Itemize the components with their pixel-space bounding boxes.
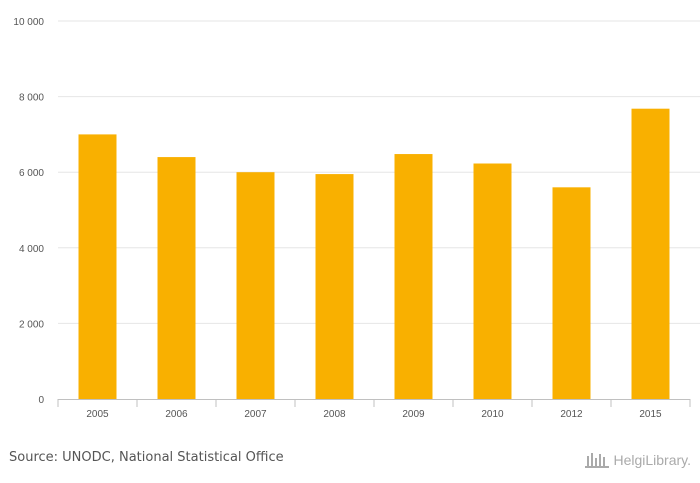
bar-2010 [473, 163, 512, 399]
library-icon [585, 453, 610, 468]
y-tick-label: 0 [38, 395, 44, 406]
bar-chart: 0 2 000 4 000 6 000 8 000 10 000 2005 2006 2007… [13, 17, 700, 420]
y-axis-ticks: 0 2 000 4 000 6 000 8 000 10 000 [13, 17, 44, 406]
x-tick-label: 2015 [639, 409, 662, 420]
x-axis-ticks: 2005 2006 2007 2008 2009 2010 2012 2015 [86, 409, 662, 420]
brand-logo: HelgiLibrary. [585, 450, 691, 470]
x-tick-label: 2005 [86, 409, 109, 420]
source-note: Source: UNODC, National Statistical Offi… [9, 450, 284, 465]
x-tick-label: 2009 [402, 409, 425, 420]
bar-2007 [236, 172, 275, 399]
x-tick-label: 2010 [481, 409, 504, 420]
bar-2005 [78, 134, 117, 399]
bars [78, 108, 670, 400]
brand-name: HelgiLibrary. [613, 452, 691, 468]
x-tick-label: 2012 [560, 409, 583, 420]
bar-2006 [157, 157, 196, 399]
y-tick-label: 10 000 [13, 17, 44, 28]
bar-2015 [631, 108, 670, 400]
y-tick-label: 2 000 [19, 319, 44, 330]
y-tick-label: 4 000 [19, 244, 44, 255]
bar-2009 [394, 154, 433, 399]
bar-2008 [315, 174, 354, 399]
x-tick-label: 2008 [323, 409, 346, 420]
bar-2012 [552, 187, 591, 399]
grid-lines [58, 20, 700, 324]
y-tick-label: 8 000 [19, 93, 44, 104]
x-axis [57, 399, 691, 407]
x-tick-label: 2006 [165, 409, 188, 420]
y-tick-label: 6 000 [19, 168, 44, 179]
x-tick-label: 2007 [244, 409, 267, 420]
